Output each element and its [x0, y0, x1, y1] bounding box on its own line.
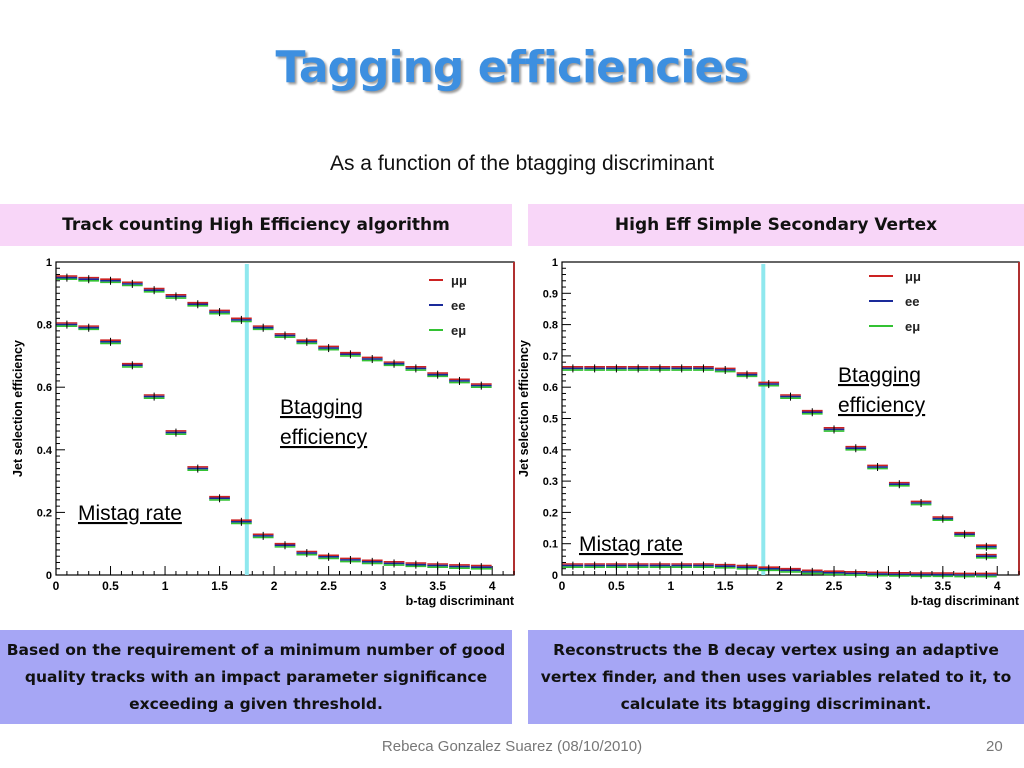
x-tick-label: 0	[559, 579, 566, 593]
plot-frame	[561, 261, 1020, 576]
annotation-mistag-bg	[576, 530, 704, 558]
y-axis-title: Jet selection efficiency	[517, 340, 531, 477]
x-tick-label: 2.5	[826, 579, 843, 593]
x-axis-title: b-tag discriminant	[406, 594, 515, 608]
x-tick-label: 1	[162, 579, 169, 593]
panel-header-left: Track counting High Efficiency algorithm	[0, 204, 512, 246]
x-tick-label: 3.5	[934, 579, 951, 593]
x-tick-label: 3.5	[429, 579, 446, 593]
x-tick-label: 2	[271, 579, 278, 593]
x-tick-label: 4	[994, 579, 1001, 593]
y-tick-label: 0.6	[543, 382, 558, 394]
y-tick-label: 0	[552, 570, 558, 582]
footer-author: Rebeca Gonzalez Suarez (08/10/2010)	[381, 738, 643, 755]
y-tick-label: 0.2	[37, 507, 52, 519]
legend-label: μμ	[451, 273, 467, 288]
annotation-btag-line1: Btagging	[280, 396, 363, 419]
x-tick-label: 4	[489, 579, 496, 593]
y-tick-label: 0.4	[37, 445, 53, 457]
x-tick-label: 1.5	[717, 579, 734, 593]
chart-secondary-vertex: 0 0.5 1 1.5 2 2.5 3 3.5 4 0 0.1 0.2 0.3 0.4 0.5 0.6 0.7 0…	[517, 257, 1020, 608]
y-axis-title: Jet selection efficiency	[11, 340, 25, 477]
y-tick-label: 0.6	[37, 382, 52, 394]
x-tick-label: 0.5	[608, 579, 625, 593]
chart-track-counting: 0 0.5 1 1.5 2 2.5 3 3.5 4 0 0.2 0.4 0.6 0.8 1 b-tag dis…	[11, 257, 515, 608]
y-tick-label: 0.8	[37, 320, 52, 332]
panel-header-right: High Eff Simple Secondary Vertex	[528, 204, 1024, 246]
annotation-mistag: Mistag rate	[78, 502, 182, 525]
y-tick-label: 0.2	[543, 507, 558, 519]
y-tick-label: 0.9	[543, 288, 558, 300]
legend-label: eμ	[905, 319, 920, 334]
x-tick-label: 1.5	[211, 579, 228, 593]
y-tick-label: 1	[552, 257, 558, 269]
y-tick-label: 0.5	[543, 414, 558, 426]
x-tick-label: 2	[776, 579, 783, 593]
legend-label: ee	[451, 298, 465, 313]
annotation-btag-line1: Btagging	[838, 364, 921, 387]
y-tick-label: 0.4	[543, 445, 559, 457]
annotation-mistag: Mistag rate	[579, 533, 683, 556]
x-axis-title: b-tag discriminant	[911, 594, 1020, 608]
legend-label: μμ	[905, 269, 921, 284]
panel-description-right: Reconstructs the B decay vertex using an…	[528, 630, 1024, 724]
annotation-btag-line2: efficiency	[280, 426, 368, 449]
panel-description-left: Based on the requirement of a minimum nu…	[0, 630, 512, 724]
x-tick-label: 3	[380, 579, 387, 593]
slide-subtitle: As a function of the btagging discrimina…	[329, 152, 715, 175]
annotation-btag-line2: efficiency	[838, 394, 926, 417]
legend-label: eμ	[451, 323, 466, 338]
x-tick-label: 2.5	[320, 579, 337, 593]
y-tick-label: 0.1	[543, 539, 558, 551]
x-tick-label: 0.5	[102, 579, 119, 593]
y-tick-label: 0	[46, 570, 52, 582]
y-tick-label: 0.3	[543, 476, 558, 488]
slide-title: Tagging efficiencies	[275, 42, 750, 93]
x-tick-label: 3	[885, 579, 892, 593]
y-tick-label: 0.7	[543, 351, 558, 363]
y-tick-label: 1	[46, 257, 52, 269]
page-number: 20	[986, 738, 1003, 755]
annotation-mistag-bg	[75, 499, 203, 527]
x-tick-label: 1	[667, 579, 674, 593]
y-tick-label: 0.8	[543, 320, 558, 332]
x-tick-label: 0	[53, 579, 60, 593]
legend-label: ee	[905, 294, 919, 309]
